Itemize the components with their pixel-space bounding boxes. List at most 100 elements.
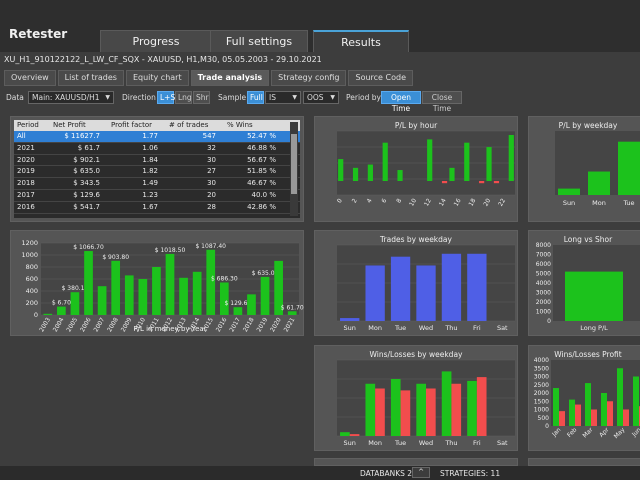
bar <box>486 147 492 181</box>
bar <box>382 142 388 181</box>
tab-full-settings[interactable]: Full settings <box>210 30 308 52</box>
x-tick-label: Fri <box>473 439 481 447</box>
bar <box>397 170 403 181</box>
subtab-list-of-trades[interactable]: List of trades <box>57 70 124 86</box>
chart-title: Wins/Losses by weekday <box>369 350 463 359</box>
data-label: $ 903.80 <box>102 254 129 261</box>
table-cell: 1.06 <box>142 143 158 152</box>
chevron-up-icon[interactable]: ^ <box>412 467 430 478</box>
x-tick-label: 0 <box>336 197 344 204</box>
sub-tabs: Overview List of trades Equity chart Tra… <box>4 70 415 86</box>
bar <box>565 271 623 321</box>
yearly-pl-chart: 0 200 400 600 800 1000 1200 2003 $ 6.70 2004 $ 380… <box>21 239 304 333</box>
y-tick-label: 500 <box>538 415 550 422</box>
sample-is-select[interactable]: IS ▼ <box>265 91 301 104</box>
x-tick-label: 2 <box>351 197 359 204</box>
bar-losses <box>575 404 581 426</box>
period-open-time-button[interactable]: Open Time <box>381 91 421 113</box>
y-tick-label: 4000 <box>534 357 549 364</box>
bar-wins <box>553 388 559 426</box>
table-row[interactable]: 2018 $ 343.5 1.49 30 46.67 % <box>14 178 300 190</box>
bar <box>427 139 433 181</box>
table-cell: $ 541.7 <box>73 202 100 211</box>
col-header-wins[interactable]: % Wins <box>227 121 253 129</box>
col-header-profit-factor[interactable]: Profit factor <box>111 121 152 129</box>
bar-wins <box>441 371 452 436</box>
subtab-source-code[interactable]: Source Code <box>348 70 413 86</box>
tab-results[interactable]: Results <box>313 30 409 52</box>
table-cell: 1.82 <box>142 167 158 176</box>
table-cell: 51.85 % <box>247 167 276 176</box>
y-tick-label: 4000 <box>536 280 551 287</box>
data-label: $ 61.70 <box>281 304 304 311</box>
sample-full-button[interactable]: Full <box>247 91 264 104</box>
y-tick-label: 3000 <box>534 374 549 381</box>
bar-wins <box>601 393 607 426</box>
next-chart-panel <box>528 458 640 466</box>
subtab-equity-chart[interactable]: Equity chart <box>125 70 189 86</box>
direction-short-button[interactable]: Shr <box>193 91 210 104</box>
subtab-trade-analysis[interactable]: Trade analysis <box>190 70 270 86</box>
data-label: $ 635.00 <box>252 270 279 277</box>
table-row[interactable]: 2019 $ 635.0 1.82 27 51.85 % <box>14 166 300 179</box>
table-row[interactable]: 2016 $ 541.7 1.67 28 42.86 % <box>14 202 300 214</box>
data-select[interactable]: Main: XAUUSD/H1 ▼ <box>28 91 114 104</box>
bar-wins <box>340 432 350 436</box>
table-row[interactable]: 2017 $ 129.6 1.23 20 40.0 % <box>14 190 300 202</box>
table-cell: 42.86 % <box>247 202 276 211</box>
bar-losses <box>426 388 436 436</box>
app-title: Retester <box>9 27 68 41</box>
x-tick-label: Sun <box>344 324 356 332</box>
bar-losses <box>476 377 487 436</box>
y-tick-label: 2500 <box>534 382 549 389</box>
col-header-net-profit[interactable]: Net Profit <box>53 121 86 129</box>
table-cell: $ 902.1 <box>73 155 100 164</box>
x-tick-label: Wed <box>419 324 433 332</box>
col-header-period[interactable]: Period <box>17 121 39 129</box>
table-cell: $ 129.6 <box>73 190 100 199</box>
period-close-time-button[interactable]: Close Time <box>422 91 462 113</box>
tab-progress[interactable]: Progress <box>100 30 212 52</box>
sample-oos-select[interactable]: OOS ▼ <box>303 91 339 104</box>
bar <box>441 253 462 321</box>
x-tick-label: Mar <box>581 426 594 439</box>
x-tick-label: Mon <box>368 439 382 447</box>
bar <box>124 275 134 315</box>
table-row[interactable]: 2020 $ 902.1 1.84 30 56.67 % <box>14 155 300 167</box>
table-row[interactable]: All $ 11627.7 1.77 547 52.47 % <box>14 131 300 143</box>
bar <box>84 251 93 315</box>
bar-wins <box>390 379 401 436</box>
col-header-trades[interactable]: # of trades <box>169 121 209 129</box>
table-cell: 32 <box>207 143 216 152</box>
x-tick-label: 2007 <box>93 316 107 333</box>
bar <box>449 167 455 181</box>
table-scrollbar[interactable] <box>290 122 298 216</box>
x-tick-label: Wed <box>419 439 433 447</box>
x-tick-label: 2008 <box>106 316 120 333</box>
table-cell: 1.67 <box>142 202 158 211</box>
bar <box>192 271 202 315</box>
y-tick-label: 1500 <box>534 398 549 405</box>
direction-long-button[interactable]: Lng <box>175 91 192 104</box>
scrollbar-thumb[interactable] <box>291 134 297 194</box>
databanks-label[interactable]: DATABANKS 2 <box>360 469 413 478</box>
period-table: Period Net Profit Profit factor # of tra… <box>14 120 300 218</box>
subtab-strategy-config[interactable]: Strategy config <box>271 70 347 86</box>
pl-by-hour-panel: P/L by hour 0 2 4 6 8 10 12 14 16 18 20 22 <box>314 116 518 222</box>
table-cell: 56.67 % <box>247 155 276 164</box>
x-tick-label: 2006 <box>79 316 93 333</box>
bar <box>247 294 256 315</box>
x-tick-label: Jun <box>630 426 640 438</box>
x-tick-label: 18 <box>468 197 478 207</box>
y-tick-label: 2000 <box>536 299 551 306</box>
subtab-overview[interactable]: Overview <box>4 70 56 86</box>
x-tick-label: Fri <box>473 324 481 332</box>
bar <box>367 164 373 181</box>
trades-by-weekday-panel: Trades by weekday Sun Mon Tue Wed Thu Fri Sat <box>314 230 518 336</box>
direction-both-button[interactable]: L+S <box>157 91 175 104</box>
next-chart-panel <box>314 458 518 466</box>
table-row[interactable]: 2021 $ 61.7 1.06 32 46.88 % <box>14 143 300 155</box>
x-tick-label: 6 <box>380 197 388 204</box>
bar <box>340 318 360 321</box>
bar <box>338 159 344 181</box>
